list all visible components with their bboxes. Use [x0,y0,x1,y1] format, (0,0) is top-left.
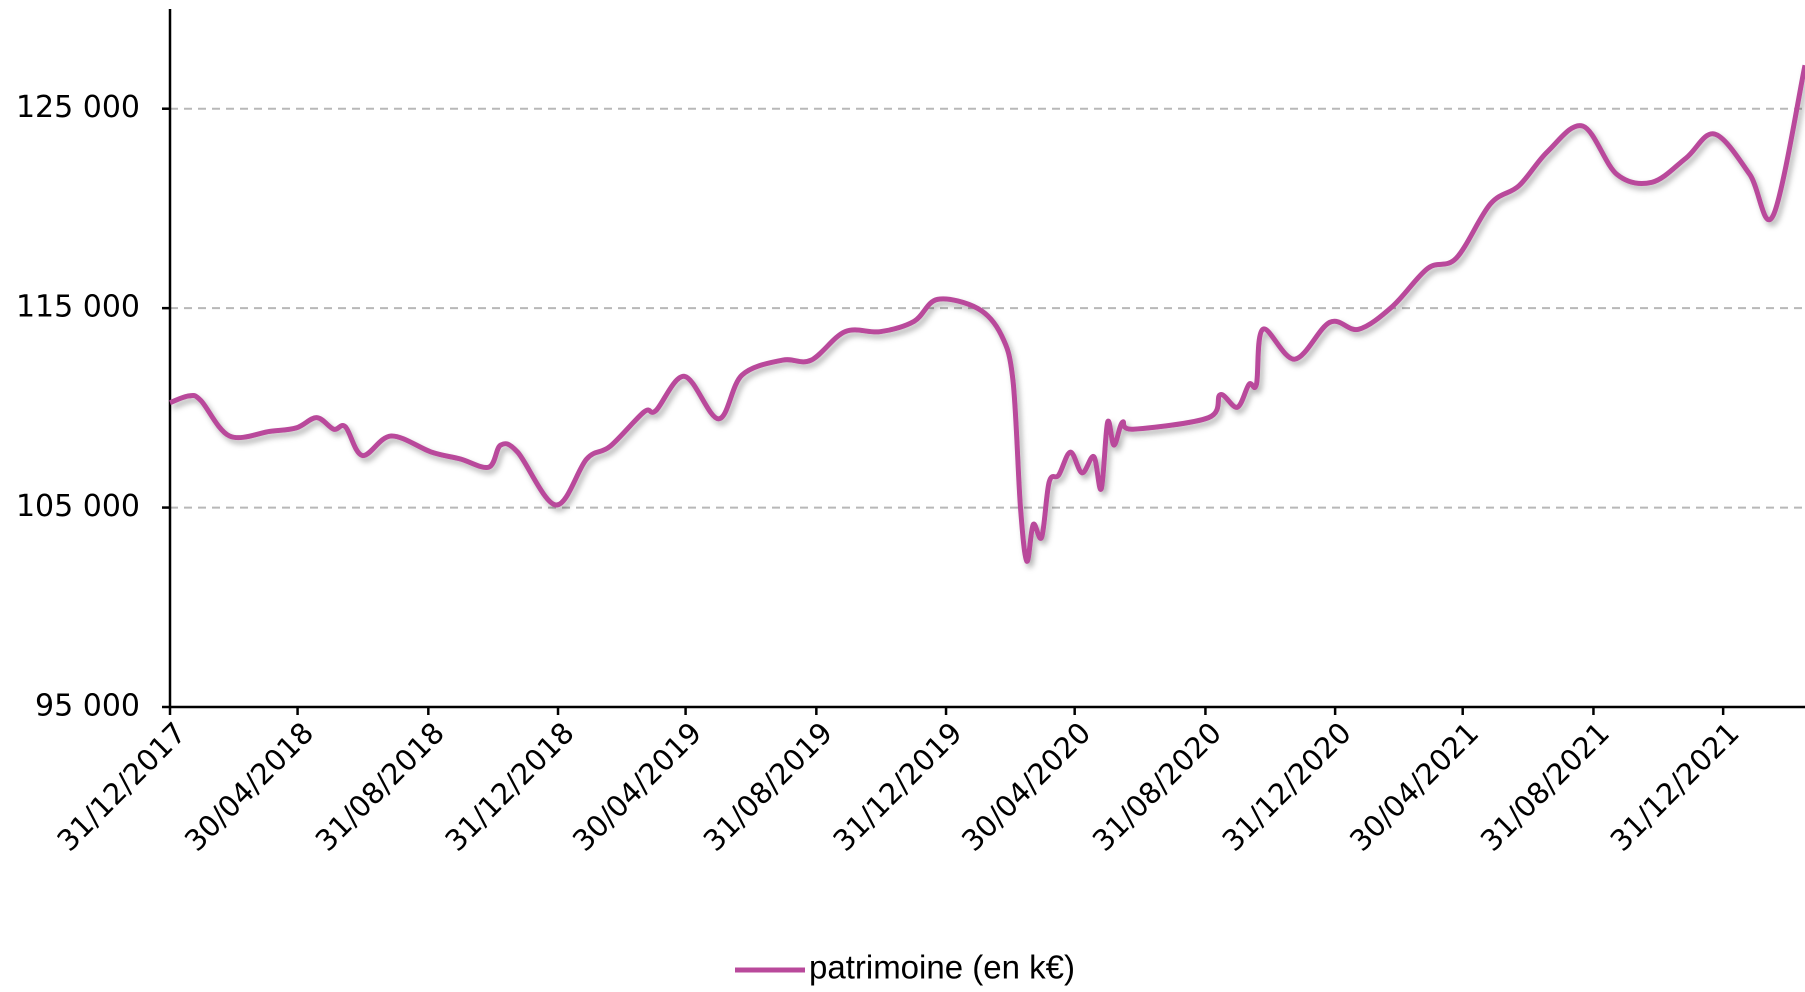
x-tick-label: 31/08/2018 [309,716,451,858]
x-tick-label: 31/12/2018 [438,716,580,858]
x-tick-label: 31/12/2019 [826,716,968,858]
legend-label: patrimoine (en k€) [809,949,1075,986]
x-tick-label: 30/04/2018 [178,716,320,858]
y-tick-label: 125 000 [16,90,140,125]
x-tick-label: 31/12/2020 [1215,716,1357,858]
x-tick-label: 30/04/2019 [566,716,708,858]
x-tick-label: 31/08/2019 [697,716,839,858]
y-tick-label: 95 000 [35,689,140,724]
x-tick-label: 31/12/2021 [1604,716,1746,858]
y-tick-label: 115 000 [16,290,140,325]
x-tick-label: 30/04/2021 [1343,716,1485,858]
x-tick-label: 30/04/2020 [955,716,1097,858]
line [169,64,1805,564]
x-tick-label: 31/08/2021 [1474,716,1616,858]
x-tick-label: 31/12/2017 [50,716,192,858]
y-tick-label: 105 000 [16,489,140,524]
x-tick-label: 31/08/2020 [1086,716,1228,858]
